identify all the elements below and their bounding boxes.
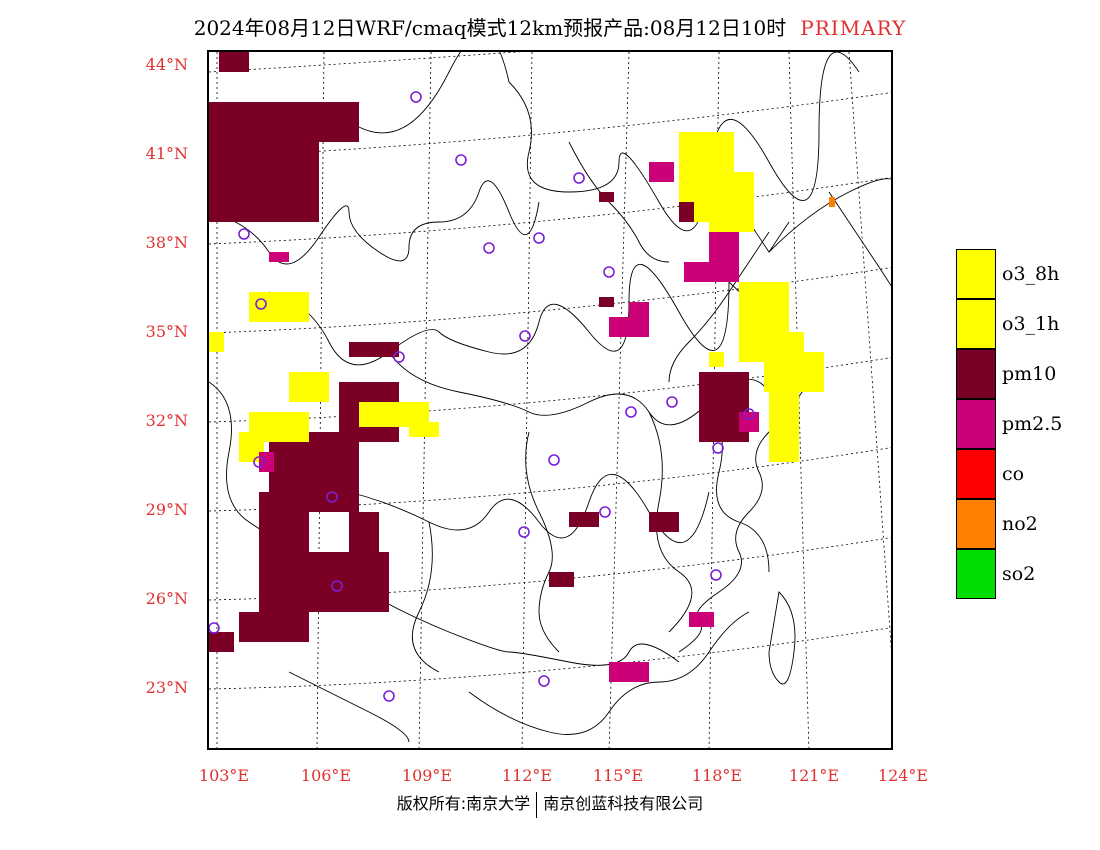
- pollution-overlay: [209, 52, 835, 682]
- monitoring-stations: [209, 91, 755, 702]
- lat-label-23: 23°N: [145, 678, 188, 697]
- lat-label-44: 44°N: [145, 55, 188, 74]
- station-marker: [483, 242, 495, 254]
- legend-swatch: [956, 249, 996, 299]
- legend-swatch: [956, 449, 996, 499]
- title-main: 2024年08月12日WRF/cmaq模式12km预报产品:08月12日10时: [193, 16, 787, 40]
- map-canvas: [209, 52, 891, 748]
- station-marker: [238, 228, 250, 240]
- lat-label-26: 26°N: [145, 589, 188, 608]
- lon-label-106: 106°E: [300, 766, 352, 785]
- legend-label: co: [1002, 463, 1025, 485]
- legend-label: o3_8h: [1002, 263, 1060, 285]
- lat-label-29: 29°N: [145, 500, 188, 519]
- legend-label: no2: [1002, 513, 1038, 535]
- station-marker: [538, 675, 550, 687]
- map-title: 2024年08月12日WRF/cmaq模式12km预报产品:08月12日10时 P…: [0, 12, 1100, 41]
- station-marker: [209, 622, 220, 634]
- lon-label-115: 115°E: [592, 766, 644, 785]
- station-marker: [331, 580, 343, 592]
- title-tag: PRIMARY: [800, 16, 907, 40]
- station-marker: [603, 266, 615, 278]
- station-marker: [710, 569, 722, 581]
- lat-label-32: 32°N: [145, 411, 188, 430]
- copyright-footer: 版权所有:南京大学 南京创蓝科技有限公司: [0, 790, 1100, 818]
- station-marker: [326, 491, 338, 503]
- station-marker: [455, 154, 467, 166]
- station-marker: [393, 351, 405, 363]
- station-marker: [518, 526, 530, 538]
- station-marker: [599, 506, 611, 518]
- lat-label-35: 35°N: [145, 322, 188, 341]
- footer-right: 南京创蓝科技有限公司: [543, 794, 704, 813]
- legend-swatch: [956, 399, 996, 449]
- legend-swatch: [956, 499, 996, 549]
- legend-label: pm10: [1002, 363, 1057, 385]
- station-marker: [519, 330, 531, 342]
- station-marker: [743, 408, 755, 420]
- legend-label: o3_1h: [1002, 313, 1060, 335]
- station-marker: [712, 442, 724, 454]
- lon-label-109: 109°E: [401, 766, 453, 785]
- station-marker: [625, 406, 637, 418]
- station-marker: [533, 232, 545, 244]
- lat-label-38: 38°N: [145, 233, 188, 252]
- legend-swatch: [956, 299, 996, 349]
- station-marker: [253, 456, 265, 468]
- station-marker: [255, 298, 267, 310]
- lon-label-103: 103°E: [198, 766, 250, 785]
- legend-label: so2: [1002, 563, 1036, 585]
- footer-separator: [536, 791, 538, 818]
- lon-label-118: 118°E: [691, 766, 743, 785]
- map-frame: [207, 50, 893, 750]
- lat-label-41: 41°N: [145, 144, 188, 163]
- lon-label-121: 121°E: [788, 766, 840, 785]
- lon-label-112: 112°E: [501, 766, 553, 785]
- legend-swatch: [956, 549, 996, 599]
- station-marker: [410, 91, 422, 103]
- station-marker: [573, 172, 585, 184]
- lon-label-124: 124°E: [877, 766, 929, 785]
- legend-label: pm2.5: [1002, 413, 1063, 435]
- station-marker: [383, 690, 395, 702]
- legend-swatch: [956, 349, 996, 399]
- station-marker: [666, 396, 678, 408]
- footer-left: 版权所有:南京大学: [396, 794, 531, 813]
- station-marker: [548, 454, 560, 466]
